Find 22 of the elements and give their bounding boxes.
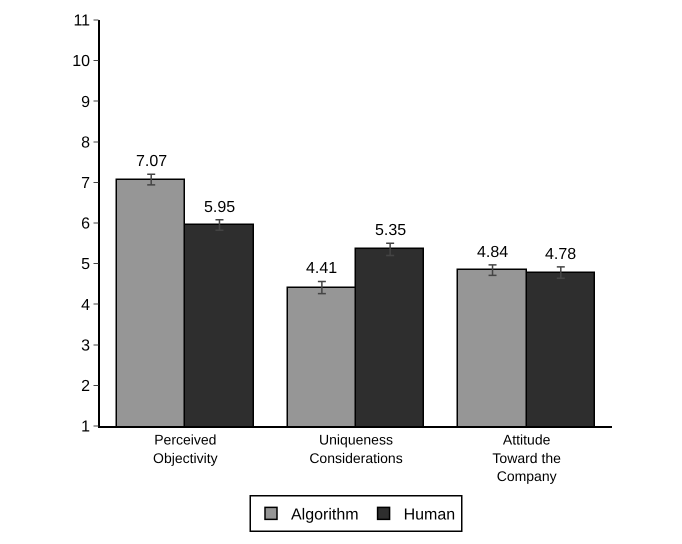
y-tick-label: 2 — [81, 378, 90, 395]
y-tick-label: 8 — [81, 134, 90, 152]
y-tick-label: 4 — [81, 296, 90, 314]
y-tick-label: 7 — [81, 175, 90, 192]
data-label: 4.78 — [545, 246, 576, 263]
data-label: 4.84 — [477, 244, 508, 261]
data-label: 5.35 — [375, 222, 406, 239]
legend-label: Algorithm — [291, 506, 359, 524]
data-label: 5.95 — [204, 199, 236, 216]
x-tick-label: Perceived Objectivity — [153, 432, 218, 466]
y-tick-label: 3 — [81, 337, 90, 354]
y-tick-label: 9 — [81, 94, 90, 111]
y-tick-label: 5 — [81, 256, 90, 274]
y-tick-label: 6 — [81, 216, 90, 233]
x-tick-label: Uniqueness Considerations — [309, 432, 403, 466]
y-tick-label: 10 — [72, 53, 90, 70]
data-label: 7.07 — [136, 153, 168, 170]
data-label: 4.41 — [306, 260, 338, 277]
legend-label: Human — [404, 506, 456, 524]
x-tick-label: Attitude Toward the Company — [492, 432, 562, 484]
y-tick-label: 11 — [73, 12, 90, 30]
y-tick-label: 1 — [81, 418, 90, 436]
